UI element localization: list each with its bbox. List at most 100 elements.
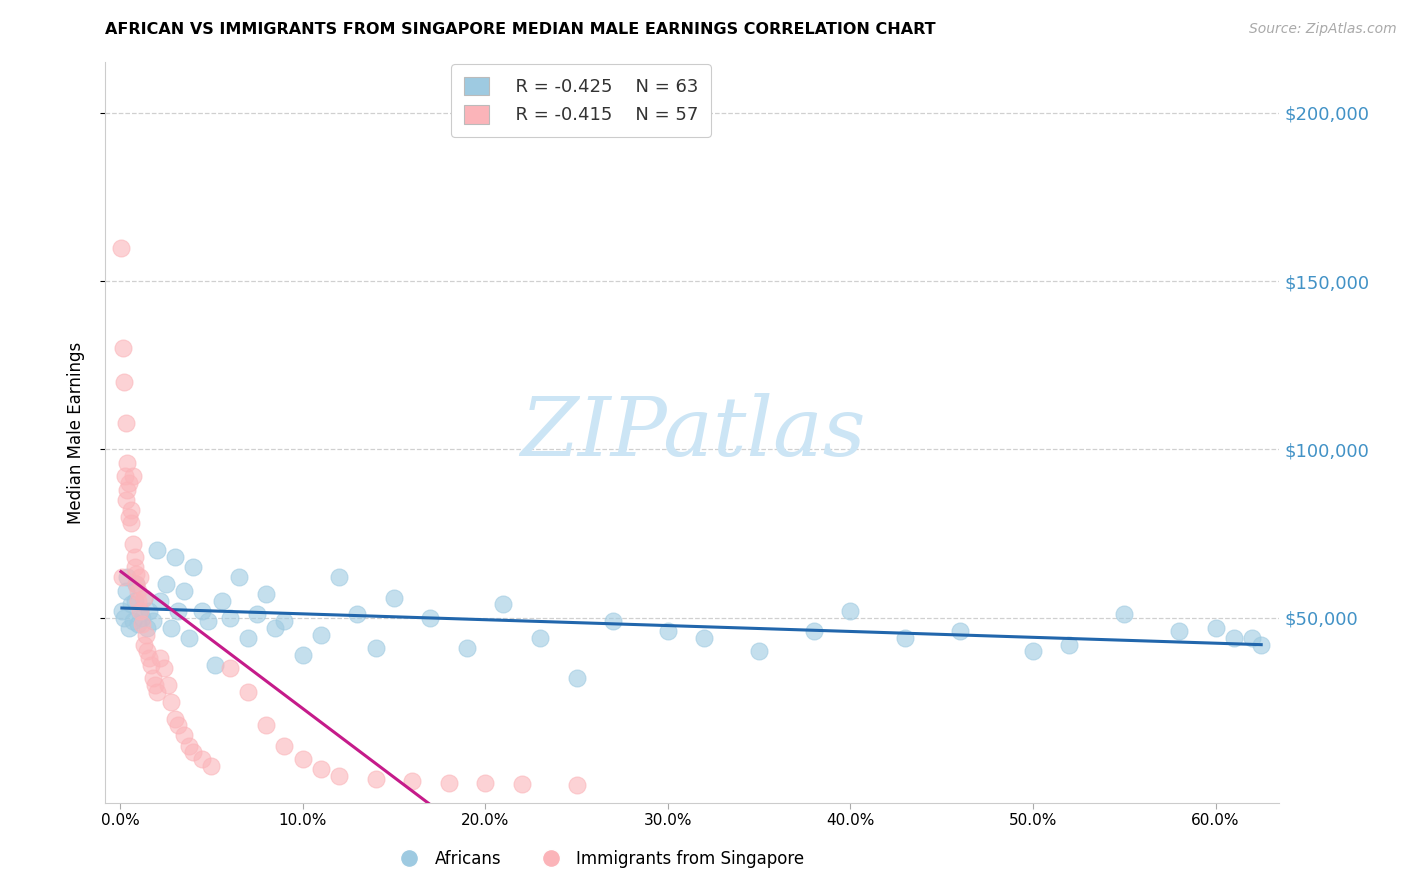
Point	[1205, 621, 1227, 635]
Text: ZIPatlas: ZIPatlas	[520, 392, 865, 473]
Point	[565, 778, 588, 792]
Point	[156, 678, 179, 692]
Point	[173, 729, 195, 743]
Y-axis label: Median Male Earnings: Median Male Earnings	[66, 342, 84, 524]
Point	[273, 614, 295, 628]
Point	[117, 483, 139, 497]
Point	[112, 375, 135, 389]
Point	[110, 241, 132, 255]
Point	[364, 640, 387, 655]
Point	[529, 631, 551, 645]
Point	[839, 604, 862, 618]
Point	[602, 614, 624, 628]
Point	[142, 614, 165, 628]
Point	[111, 342, 134, 356]
Point	[131, 611, 153, 625]
Point	[121, 469, 143, 483]
Point	[136, 644, 159, 658]
Point	[1114, 607, 1136, 622]
Point	[657, 624, 679, 639]
Point	[291, 752, 314, 766]
Point	[474, 776, 496, 790]
Point	[135, 627, 157, 641]
Point	[401, 773, 423, 788]
Point	[328, 570, 350, 584]
Point	[112, 611, 135, 625]
Point	[139, 657, 162, 672]
Point	[167, 718, 190, 732]
Point	[949, 624, 972, 639]
Point	[254, 718, 277, 732]
Point	[149, 594, 172, 608]
Text: #cce5f5: #cce5f5	[692, 432, 699, 433]
Point	[309, 762, 332, 776]
Point	[273, 739, 295, 753]
Point	[121, 614, 143, 628]
Point	[204, 657, 226, 672]
Point	[218, 611, 240, 625]
Point	[1250, 638, 1272, 652]
Point	[510, 777, 533, 791]
Point	[236, 631, 259, 645]
Point	[125, 566, 148, 581]
Point	[114, 469, 136, 483]
Point	[181, 560, 204, 574]
Point	[197, 614, 219, 628]
Point	[228, 570, 250, 584]
Point	[1168, 624, 1191, 639]
Point	[181, 745, 204, 759]
Point	[127, 594, 149, 608]
Point	[114, 583, 136, 598]
Point	[120, 503, 142, 517]
Point	[132, 638, 155, 652]
Point	[127, 617, 149, 632]
Point	[127, 583, 149, 598]
Point	[131, 617, 153, 632]
Legend: Africans, Immigrants from Singapore: Africans, Immigrants from Singapore	[387, 843, 811, 874]
Point	[246, 607, 269, 622]
Point	[179, 631, 201, 645]
Point	[1241, 631, 1264, 645]
Point	[136, 621, 159, 635]
Point	[382, 591, 405, 605]
Point	[149, 651, 172, 665]
Point	[121, 537, 143, 551]
Point	[153, 661, 176, 675]
Point	[129, 604, 152, 618]
Point	[160, 695, 183, 709]
Point	[155, 577, 177, 591]
Point	[125, 577, 148, 591]
Point	[111, 604, 134, 618]
Point	[894, 631, 917, 645]
Point	[346, 607, 368, 622]
Point	[437, 775, 460, 789]
Point	[124, 560, 146, 574]
Point	[254, 587, 277, 601]
Point	[173, 583, 195, 598]
Point	[218, 661, 240, 675]
Text: Source: ZipAtlas.com: Source: ZipAtlas.com	[1249, 22, 1396, 37]
Point	[492, 597, 515, 611]
Point	[118, 509, 141, 524]
Point	[114, 492, 136, 507]
Text: AFRICAN VS IMMIGRANTS FROM SINGAPORE MEDIAN MALE EARNINGS CORRELATION CHART: AFRICAN VS IMMIGRANTS FROM SINGAPORE MED…	[105, 22, 936, 37]
Point	[309, 627, 332, 641]
Point	[236, 685, 259, 699]
Point	[132, 591, 155, 605]
Point	[120, 597, 142, 611]
Point	[138, 604, 160, 618]
Point	[1059, 638, 1081, 652]
Point	[1022, 644, 1045, 658]
Point	[364, 772, 387, 787]
Point	[117, 456, 139, 470]
Point	[693, 631, 716, 645]
Point	[132, 591, 155, 605]
Point	[145, 685, 167, 699]
Point	[748, 644, 770, 658]
Point	[328, 769, 350, 783]
Point	[291, 648, 314, 662]
Point	[200, 758, 222, 772]
Point	[264, 621, 287, 635]
Point	[118, 476, 141, 491]
Point	[163, 712, 186, 726]
